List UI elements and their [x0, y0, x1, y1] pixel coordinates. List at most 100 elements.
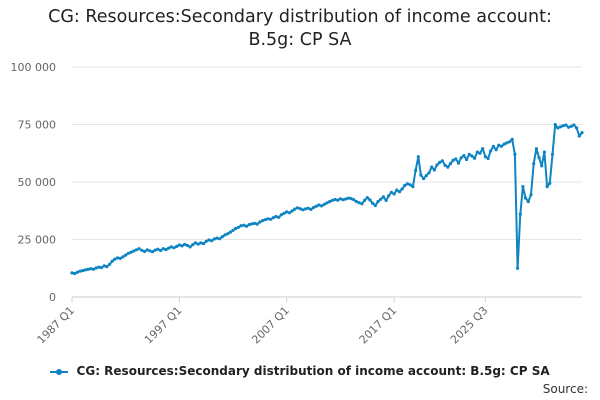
data-point: [212, 237, 216, 241]
data-point: [529, 193, 533, 197]
data-point: [207, 238, 211, 242]
data-point: [341, 198, 345, 202]
data-point: [282, 211, 286, 215]
data-point: [518, 212, 522, 216]
y-tick-label: 50 000: [18, 176, 57, 189]
data-point: [234, 226, 238, 231]
data-point: [481, 147, 485, 151]
data-point: [548, 181, 552, 185]
data-point: [395, 188, 399, 192]
chart-title: CG: Resources:Secondary distribution of …: [0, 6, 600, 52]
data-series: [70, 122, 584, 276]
data-point: [210, 239, 214, 243]
data-point: [290, 209, 294, 213]
data-point: [567, 125, 571, 129]
data-point: [142, 249, 147, 254]
data-point: [199, 241, 203, 245]
data-point: [153, 248, 157, 252]
data-point: [242, 223, 246, 227]
data-point: [338, 197, 342, 201]
data-point: [526, 200, 530, 204]
data-point: [376, 200, 380, 204]
chart-title-line-1: CG: Resources:Secondary distribution of …: [48, 7, 552, 27]
data-point: [379, 197, 383, 201]
data-point: [392, 192, 396, 196]
y-tick-label: 0: [49, 291, 56, 304]
data-point: [236, 225, 240, 229]
data-point: [371, 201, 375, 205]
data-point: [126, 251, 130, 255]
data-point: [325, 201, 329, 205]
data-point: [75, 270, 79, 274]
data-point: [405, 182, 410, 186]
legend[interactable]: CG: Resources:Secondary distribution of …: [0, 364, 600, 378]
x-tick-label: 1987 Q1: [35, 304, 78, 347]
grid-lines: [72, 66, 582, 298]
data-point: [121, 255, 125, 259]
data-point: [537, 156, 541, 160]
data-point: [540, 164, 544, 168]
data-point: [349, 197, 353, 201]
data-point: [261, 219, 265, 223]
data-point: [521, 185, 525, 189]
data-point: [220, 235, 224, 239]
data-point: [333, 197, 337, 202]
data-point: [81, 269, 85, 273]
data-point: [397, 190, 402, 194]
x-axis: 1987 Q1 1997 Q1 2007 Q1 2017 Q1 2025 Q3: [35, 297, 490, 347]
data-point: [78, 269, 82, 273]
y-tick-label: 75 000: [18, 119, 57, 132]
data-point: [448, 162, 453, 166]
data-point: [129, 250, 133, 254]
data-point: [177, 243, 181, 247]
data-point: [411, 185, 415, 189]
data-point: [497, 143, 501, 147]
data-point: [150, 250, 155, 254]
data-point: [483, 155, 487, 159]
data-point: [159, 248, 163, 253]
data-point: [430, 165, 434, 169]
data-point: [387, 194, 391, 198]
data-point: [247, 223, 251, 227]
data-point: [99, 266, 104, 270]
data-point: [360, 202, 364, 206]
data-point: [478, 151, 482, 155]
data-point: [279, 213, 283, 217]
data-point: [169, 245, 173, 249]
data-point: [148, 249, 152, 253]
data-point: [550, 152, 555, 156]
data-point: [164, 248, 168, 252]
data-point: [368, 198, 372, 202]
data-point: [475, 150, 479, 154]
data-point: [161, 247, 165, 251]
data-point: [86, 267, 90, 271]
data-point: [494, 148, 498, 152]
data-point: [414, 168, 418, 173]
data-point: [105, 265, 109, 269]
y-tick-label: 100 000: [11, 61, 57, 74]
data-point: [532, 162, 536, 166]
data-point: [118, 256, 122, 260]
data-point: [561, 124, 565, 128]
data-point: [295, 206, 300, 210]
data-point: [223, 233, 227, 237]
data-point: [137, 247, 141, 251]
data-point: [134, 248, 138, 252]
legend-line-marker-icon: [50, 367, 69, 377]
data-point: [108, 262, 112, 266]
data-point: [534, 147, 539, 151]
data-point: [403, 183, 407, 187]
data-point: [196, 242, 200, 246]
data-point: [344, 197, 348, 201]
data-point: [269, 217, 273, 221]
data-point: [489, 149, 493, 153]
data-point: [427, 171, 431, 175]
data-point: [446, 165, 450, 169]
data-point: [70, 271, 74, 275]
data-point: [156, 247, 160, 251]
data-point: [204, 239, 208, 243]
data-point: [298, 207, 302, 211]
data-point: [266, 217, 270, 221]
data-point: [201, 242, 206, 246]
